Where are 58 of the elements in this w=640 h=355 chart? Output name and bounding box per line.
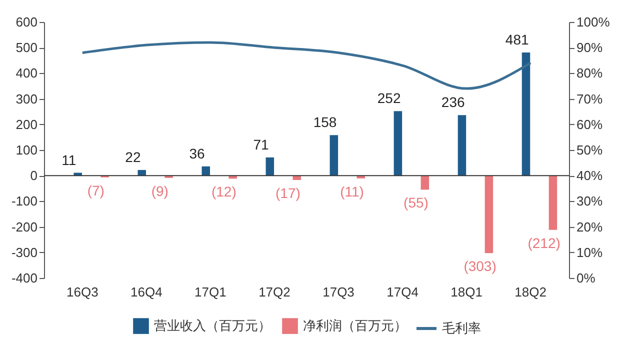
- data-label: 481: [505, 31, 529, 48]
- bar: [484, 176, 494, 254]
- bar: [522, 52, 530, 176]
- data-label: 71: [253, 136, 270, 152]
- data-label: 252: [377, 90, 401, 106]
- x-tick-label: 17Q2: [258, 284, 290, 300]
- y-tick-label: -200: [11, 219, 38, 234]
- bar: [458, 115, 466, 176]
- bar: [420, 176, 430, 190]
- data-label: 236: [441, 94, 465, 110]
- y2-tick-label: 100%: [576, 14, 610, 30]
- y2-tick-label: 20%: [576, 219, 603, 234]
- data-label: 22: [125, 148, 141, 165]
- data-label: (11): [340, 183, 364, 200]
- y2-tick-label: 80%: [576, 66, 603, 81]
- bar: [330, 135, 338, 176]
- bar: [394, 111, 402, 176]
- y2-tick-label: 60%: [576, 116, 603, 132]
- data-label: 36: [189, 145, 205, 162]
- data-label: (7): [87, 182, 104, 198]
- y2-tick-label: 90%: [576, 40, 603, 56]
- data-label: (303): [464, 258, 496, 274]
- x-tick-label: 17Q1: [194, 284, 226, 300]
- legend-label: 净利润（百万元）: [303, 318, 407, 334]
- y-tick-label: -300: [11, 244, 38, 260]
- data-label: 11: [62, 152, 76, 168]
- y2-tick-label: 30%: [576, 194, 603, 209]
- x-tick-label: 16Q4: [130, 284, 162, 300]
- x-tick-label: 18Q1: [450, 284, 482, 300]
- y-tick-label: 600: [16, 14, 38, 30]
- y-tick-label: 400: [16, 66, 38, 81]
- x-tick-label: 18Q2: [514, 284, 546, 300]
- y-tick-label: 0: [30, 168, 38, 184]
- y2-tick-label: 70%: [576, 91, 603, 106]
- y-tick-label: -100: [11, 194, 38, 209]
- y-tick-label: 100: [16, 142, 38, 158]
- y2-tick-label: 0%: [576, 270, 596, 286]
- data-label: (17): [276, 184, 300, 201]
- data-label: 158: [313, 114, 337, 130]
- bar: [266, 157, 274, 176]
- legend-label: 毛利率: [442, 320, 481, 336]
- y-tick-label: 500: [16, 40, 38, 56]
- data-label: (212): [528, 234, 560, 251]
- y-tick-label: 300: [16, 91, 38, 106]
- x-tick-label: 17Q4: [386, 284, 418, 300]
- legend-label: 营业收入（百万元）: [154, 318, 271, 334]
- x-tick-label: 16Q3: [66, 284, 98, 300]
- y-tick-label: 200: [16, 116, 38, 132]
- y2-tick-label: 10%: [576, 244, 603, 260]
- y2-tick-label: 40%: [576, 168, 603, 184]
- x-tick-label: 17Q3: [322, 284, 354, 300]
- data-label: (9): [151, 182, 168, 199]
- y2-tick-label: 50%: [576, 142, 603, 158]
- y-tick-label: -400: [11, 270, 38, 286]
- bar: [548, 176, 558, 230]
- data-label: (12): [211, 184, 236, 200]
- data-label: (55): [404, 194, 428, 211]
- bar: [138, 170, 146, 176]
